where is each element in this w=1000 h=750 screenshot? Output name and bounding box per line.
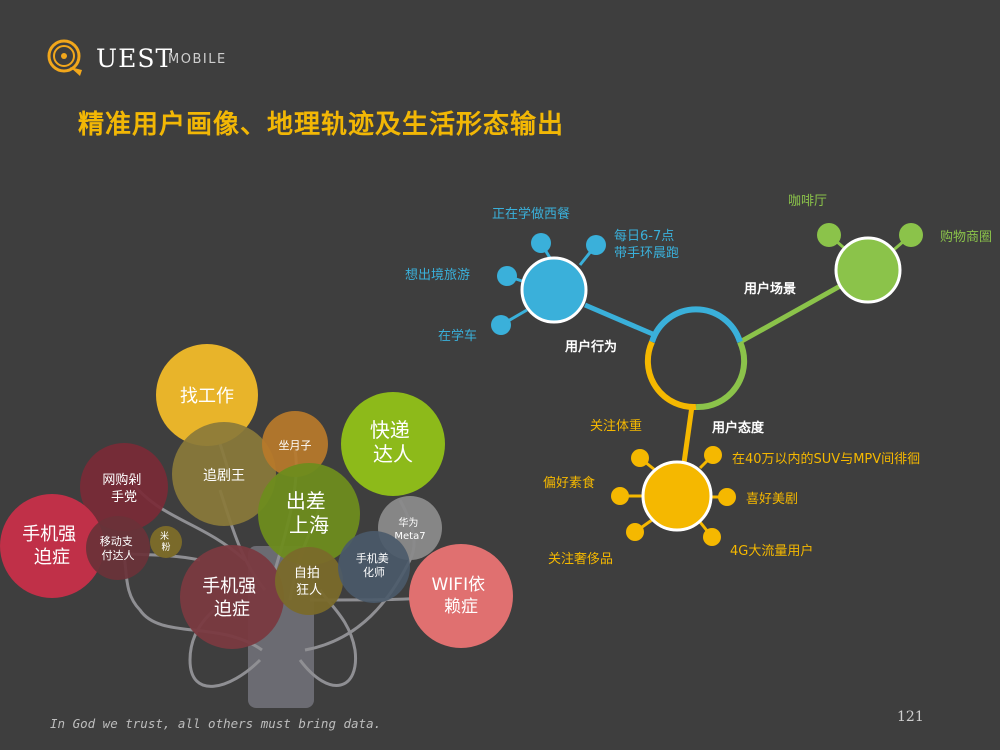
brand-name: UEST — [96, 44, 174, 73]
tree-node-label: 找工作 — [180, 386, 234, 407]
behavior-dot — [586, 235, 606, 255]
scene-dot — [817, 223, 841, 247]
tree-node-express: 快递 达人 — [341, 392, 445, 496]
attitude-item: 偏好素食 — [543, 475, 595, 491]
attitude-item: 在40万以内的SUV与MPV间徘徊 — [732, 451, 920, 467]
behavior-dot — [531, 233, 551, 253]
tree-node-confinement: 坐月子 — [262, 411, 328, 477]
scene-main-dot — [834, 236, 902, 304]
tree-node-phone-addict-left: 手机强 迫症 — [0, 494, 104, 598]
attitude-dot — [626, 523, 644, 541]
brand-q-icon — [47, 39, 82, 76]
attitude-dot — [703, 528, 721, 546]
scene-item: 咖啡厅 — [788, 194, 827, 209]
footer-quote: In God we trust, all others must bring d… — [50, 716, 382, 731]
tree-node-label: 追剧王 — [203, 468, 245, 484]
tree-node-beauty-app: 手机美 化师 — [338, 531, 410, 603]
behavior-main-dot — [520, 256, 588, 324]
tree-node-label: 坐月子 — [279, 439, 312, 452]
behavior-item: 每日6-7点 — [614, 228, 674, 244]
user-network: 用户行为 用户场景 用户态度 正在学做西餐 每日6-7点 带手环晨跑 — [405, 194, 992, 567]
attitude-dot — [718, 488, 736, 506]
tree-node-label: 快递 达人 — [370, 418, 416, 466]
bubble-tree: 找工作 追剧王 坐月子 快递 达人 网购剁 手党 — [0, 344, 513, 708]
attitude-item: 4G大流量用户 — [730, 543, 813, 559]
scene-item: 购物商圈 — [940, 229, 992, 245]
tree-node-label: 移动支 付达人 — [100, 535, 137, 562]
attitude-dot — [704, 446, 722, 464]
tree-node-phone-addict-center: 手机强 迫症 — [180, 545, 284, 649]
attitude-item: 关注奢侈品 — [548, 552, 613, 567]
tree-node-label: WIFI依 赖症 — [431, 575, 490, 617]
attitude-dot — [611, 487, 629, 505]
behavior-dot — [491, 315, 511, 335]
behavior-item: 想出境旅游 — [405, 267, 470, 283]
tree-node-wifi: WIFI依 赖症 — [409, 544, 513, 648]
attitude-cluster: 关注体重 在40万以内的SUV与MPV间徘徊 偏好素食 喜好美剧 关注奢侈品 4… — [543, 418, 920, 567]
tree-node-drama-king: 追剧王 — [172, 422, 276, 526]
tree-node-label: 网购剁 手党 — [102, 472, 145, 505]
scene-cluster: 咖啡厅 购物商圈 — [788, 194, 992, 304]
tree-node-mobile-pay: 移动支 付达人 — [86, 516, 150, 580]
tree-node-label: 出差 上海 — [286, 489, 332, 537]
behavior-item: 在学车 — [438, 328, 477, 344]
behavior-item: 带手环晨跑 — [614, 246, 679, 261]
hub-label-behavior: 用户行为 — [564, 339, 617, 355]
attitude-item: 关注体重 — [590, 418, 642, 434]
tree-node-label: 华为 Meta7 — [394, 516, 425, 542]
central-hub — [644, 306, 748, 411]
connector-attitude — [681, 405, 695, 464]
tree-node-find-job: 找工作 — [156, 344, 258, 446]
tree-node-mi-fan: 米 粉 — [150, 526, 182, 558]
behavior-item: 正在学做西餐 — [492, 206, 570, 222]
brand-sub: MOBILE — [168, 52, 227, 67]
behavior-dot — [497, 266, 517, 286]
tree-node-business-shanghai: 出差 上海 — [258, 463, 360, 565]
page-number: 121 — [897, 709, 924, 725]
tree-node-label: 手机美 化师 — [356, 551, 393, 579]
brand-logo: UEST MOBILE — [44, 36, 244, 80]
tree-node-selfie: 自拍 狂人 — [275, 547, 343, 615]
connector-scene — [738, 282, 844, 345]
hub-label-scene: 用户场景 — [743, 281, 796, 297]
connector-behavior — [584, 302, 656, 338]
tree-node-label: 手机强 迫症 — [202, 576, 262, 620]
tree-node-label: 米 粉 — [160, 530, 172, 553]
tree-node-label: 手机强 迫症 — [22, 524, 82, 568]
tree-node-online-shop: 网购剁 手党 — [80, 443, 168, 531]
attitude-item: 喜好美剧 — [746, 492, 798, 507]
hub-label-attitude: 用户态度 — [711, 420, 765, 436]
tree-node-label: 自拍 狂人 — [294, 566, 324, 598]
attitude-dot — [631, 449, 649, 467]
page-title: 精准用户画像、地理轨迹及生活形态输出 — [78, 110, 565, 140]
behavior-cluster: 正在学做西餐 每日6-7点 带手环晨跑 想出境旅游 在学车 — [405, 206, 679, 344]
scene-dot — [899, 223, 923, 247]
attitude-main-dot — [641, 460, 713, 532]
